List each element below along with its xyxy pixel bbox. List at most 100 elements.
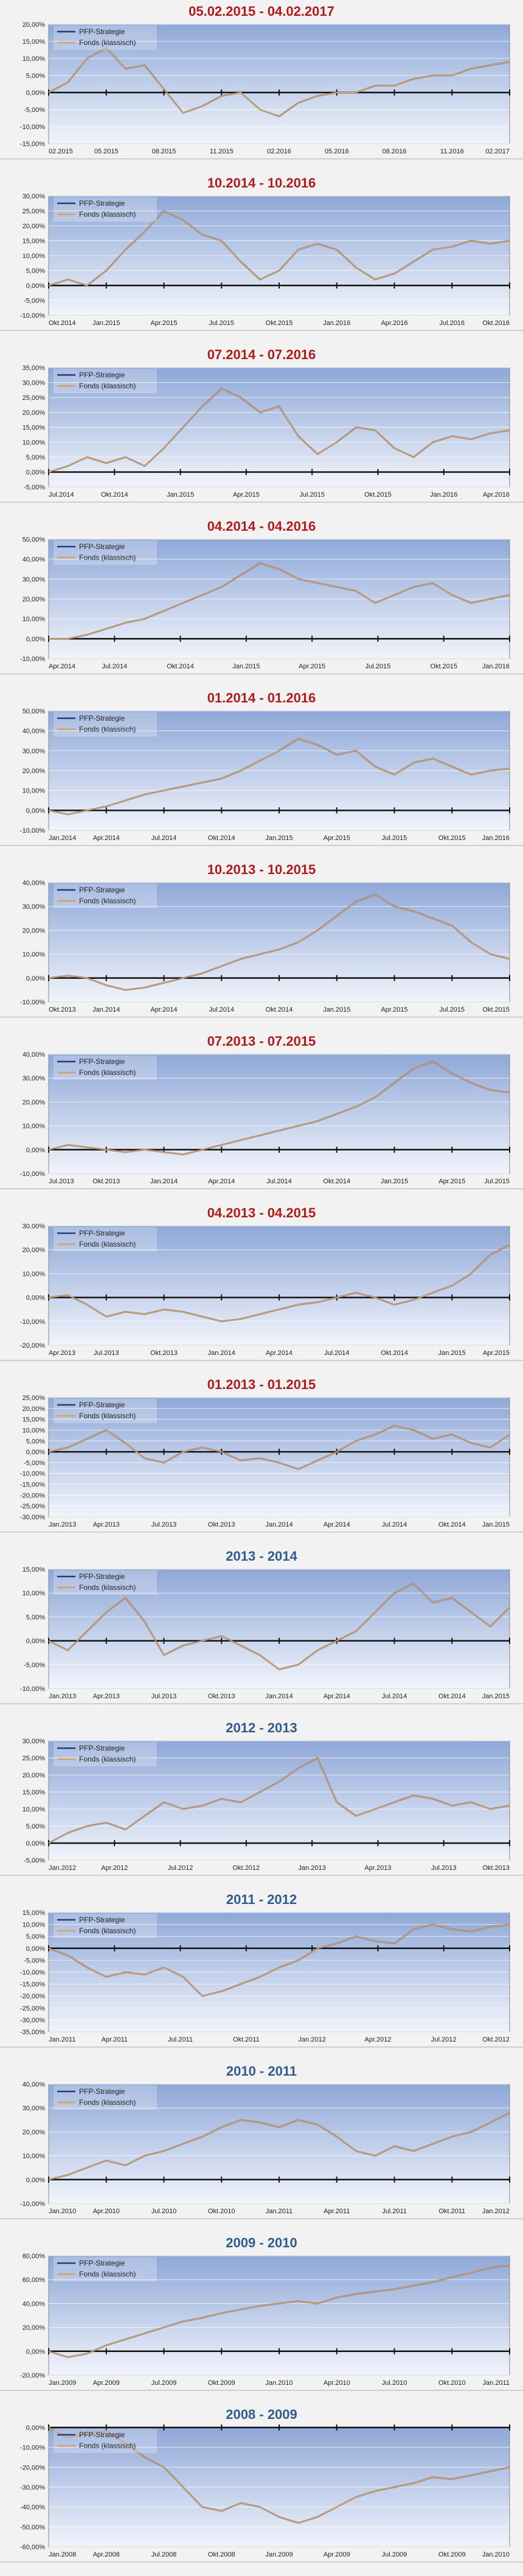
legend-label: Fonds (klassisch) (79, 2270, 136, 2278)
x-tick-label: Apr.2014 (150, 1006, 177, 1013)
line-chart: 20,00% 15,00% 10,00% 5,00% 0,00% -5,00% -10,00… (20, 21, 510, 155)
y-tick-label: 0,00% (26, 89, 45, 97)
y-tick-label: 20,00% (23, 223, 46, 230)
x-tick-label: Jan.2014 (92, 1006, 120, 1013)
series-line-fonds (48, 2112, 510, 2180)
legend-label: PFP-Strategie (79, 542, 125, 551)
x-tick-label: Okt.2013 (150, 1349, 178, 1357)
y-tick-label: 30,00% (23, 576, 46, 583)
x-tick-label: Apr.2014 (266, 1349, 293, 1357)
legend-label: PFP-Strategie (79, 1572, 125, 1581)
x-tick-label: Jan.2012 (299, 2036, 326, 2043)
y-tick-label: -10,00% (20, 312, 45, 320)
line-chart: 50,00% 40,00% 30,00% 20,00% 10,00% 0,00% -10,0… (20, 536, 510, 670)
chart-title: 2009 - 2010 (226, 2235, 297, 2250)
line-chart: 15,00% 10,00% 5,00% 0,00% -5,00% -10,00% -15,0… (20, 1909, 510, 2043)
y-tick-label: 60,00% (23, 2277, 46, 2284)
series-line-fonds (48, 1923, 510, 1997)
x-tick-label: Apr.2015 (324, 835, 350, 842)
chart-panel: 05.02.2015 - 04.02.2017 20,00% 15,00% 10,00… (0, 0, 523, 159)
legend-label: Fonds (klassisch) (79, 897, 136, 905)
y-tick-label: -30,00% (20, 2017, 45, 2024)
chart-panel: 04.2014 - 04.2016 50,00% 40,00% 30,00% 20,00… (0, 515, 523, 674)
y-tick-label: 0,00% (26, 2348, 45, 2356)
line-chart: 35,00% 30,00% 25,00% 20,00% 15,00% 10,00% 5,00… (23, 365, 510, 499)
x-tick-label: Jan.2015 (482, 1693, 510, 1700)
x-tick-label: Jan.2013 (49, 1521, 76, 1528)
y-tick-label: -5,00% (24, 484, 45, 491)
x-tick-label: 11.2016 (440, 148, 464, 155)
plot-area (48, 1740, 510, 1861)
y-tick-label: -50,00% (20, 2524, 45, 2531)
y-tick-label: 40,00% (23, 728, 46, 735)
x-tick-label: Jan.2014 (265, 1693, 293, 1700)
series-line-fonds (48, 210, 510, 286)
series-line-fonds (48, 2427, 510, 2524)
legend-label: PFP-Strategie (79, 199, 125, 208)
y-tick-label: 5,00% (26, 454, 45, 461)
y-tick-label: 10,00% (23, 1922, 46, 1929)
series-line-fonds (48, 1425, 510, 1470)
y-tick-label: 5,00% (26, 72, 45, 80)
x-tick-label: Jul.2014 (382, 1693, 407, 1700)
x-tick-label: Apr.2012 (364, 2036, 391, 2043)
chart-panel: 2009 - 2010 80,00% 60,00% 40,00% 20,00% 0,00%… (0, 2231, 523, 2391)
x-tick-label: Jan.2015 (438, 1349, 466, 1357)
y-tick-label: -15,00% (20, 141, 45, 148)
x-tick-label: Okt.2008 (208, 2551, 235, 2558)
x-tick-label: Apr.2011 (102, 2036, 128, 2043)
x-tick-label: Okt.2014 (167, 663, 194, 670)
legend-label: Fonds (klassisch) (79, 2441, 136, 2450)
x-tick-label: Apr.2013 (93, 1521, 120, 1528)
chart-panel: 07.2014 - 07.2016 35,00% 30,00% 25,00% 20,00… (0, 343, 523, 503)
legend-label: Fonds (klassisch) (79, 1927, 136, 1935)
x-tick-label: Jan.2011 (266, 2208, 293, 2215)
y-tick-label: 30,00% (23, 2105, 46, 2112)
x-tick-label: Jul.2014 (382, 1521, 407, 1528)
chart-panel: 10.2014 - 10.2016 30,00% 25,00% 20,00% 15,00… (0, 172, 523, 331)
x-tick-label: Apr.2016 (483, 491, 510, 499)
series-line-fonds (48, 738, 510, 815)
y-tick-label: -25,00% (20, 1503, 45, 1510)
x-tick-label: Jul.2010 (382, 2379, 407, 2387)
chart-title: 07.2013 - 07.2015 (207, 1034, 316, 1049)
y-tick-label: -5,00% (24, 1460, 45, 1467)
legend-label: Fonds (klassisch) (79, 1412, 136, 1420)
x-tick-label: Okt.2013 (482, 1864, 510, 1872)
x-tick-label: Jul.2014 (324, 1349, 350, 1357)
y-tick-label: 20,00% (23, 1405, 46, 1413)
x-tick-label: Apr.2014 (324, 1693, 350, 1700)
x-tick-label: Jan.2012 (49, 1864, 76, 1872)
y-tick-label: 0,00% (26, 2177, 45, 2184)
series-line-fonds (48, 1060, 510, 1155)
x-tick-label: Okt.2016 (482, 320, 510, 327)
y-tick-label: 5,00% (26, 1823, 45, 1830)
plot-area (48, 1054, 510, 1174)
y-tick-label: -10,00% (20, 999, 45, 1006)
legend: PFP-Strategie Fonds (klassisch) (54, 1055, 157, 1080)
x-tick-label: Jan.2010 (49, 2208, 76, 2215)
y-tick-label: 20,00% (23, 21, 46, 29)
y-tick-label: -20,00% (20, 1492, 45, 1499)
line-chart: 40,00% 30,00% 20,00% 10,00% 0,00% -10,00% Okt.… (20, 880, 510, 1013)
line-chart: 40,00% 30,00% 20,00% 10,00% 0,00% -10,00% Jul.… (20, 1051, 510, 1185)
x-tick-label: Okt.2014 (208, 835, 235, 842)
legend-label: PFP-Strategie (79, 1229, 125, 1237)
x-tick-label: Jul.2012 (431, 2036, 457, 2043)
x-tick-label: 02.2017 (485, 148, 510, 155)
legend-label: Fonds (klassisch) (79, 725, 136, 733)
y-tick-label: -10,00% (20, 1171, 45, 1178)
y-tick-label: 0,00% (26, 1638, 45, 1645)
x-tick-label: Okt.2014 (438, 1693, 466, 1700)
x-tick-label: Apr.2015 (438, 1178, 465, 1185)
y-tick-label: -10,00% (20, 124, 45, 131)
legend-label: PFP-Strategie (79, 371, 125, 379)
y-tick-label: 80,00% (23, 2253, 46, 2260)
line-chart: 30,00% 25,00% 20,00% 15,00% 10,00% 5,00% 0,00%… (20, 193, 510, 327)
x-tick-label: Jul.2008 (151, 2551, 177, 2558)
y-tick-label: 20,00% (23, 768, 46, 775)
legend: PFP-Strategie Fonds (klassisch) (54, 369, 157, 393)
legend-label: Fonds (klassisch) (79, 1755, 136, 1763)
x-tick-label: Jan.2014 (150, 1178, 178, 1185)
y-tick-label: 0,00% (26, 635, 45, 643)
